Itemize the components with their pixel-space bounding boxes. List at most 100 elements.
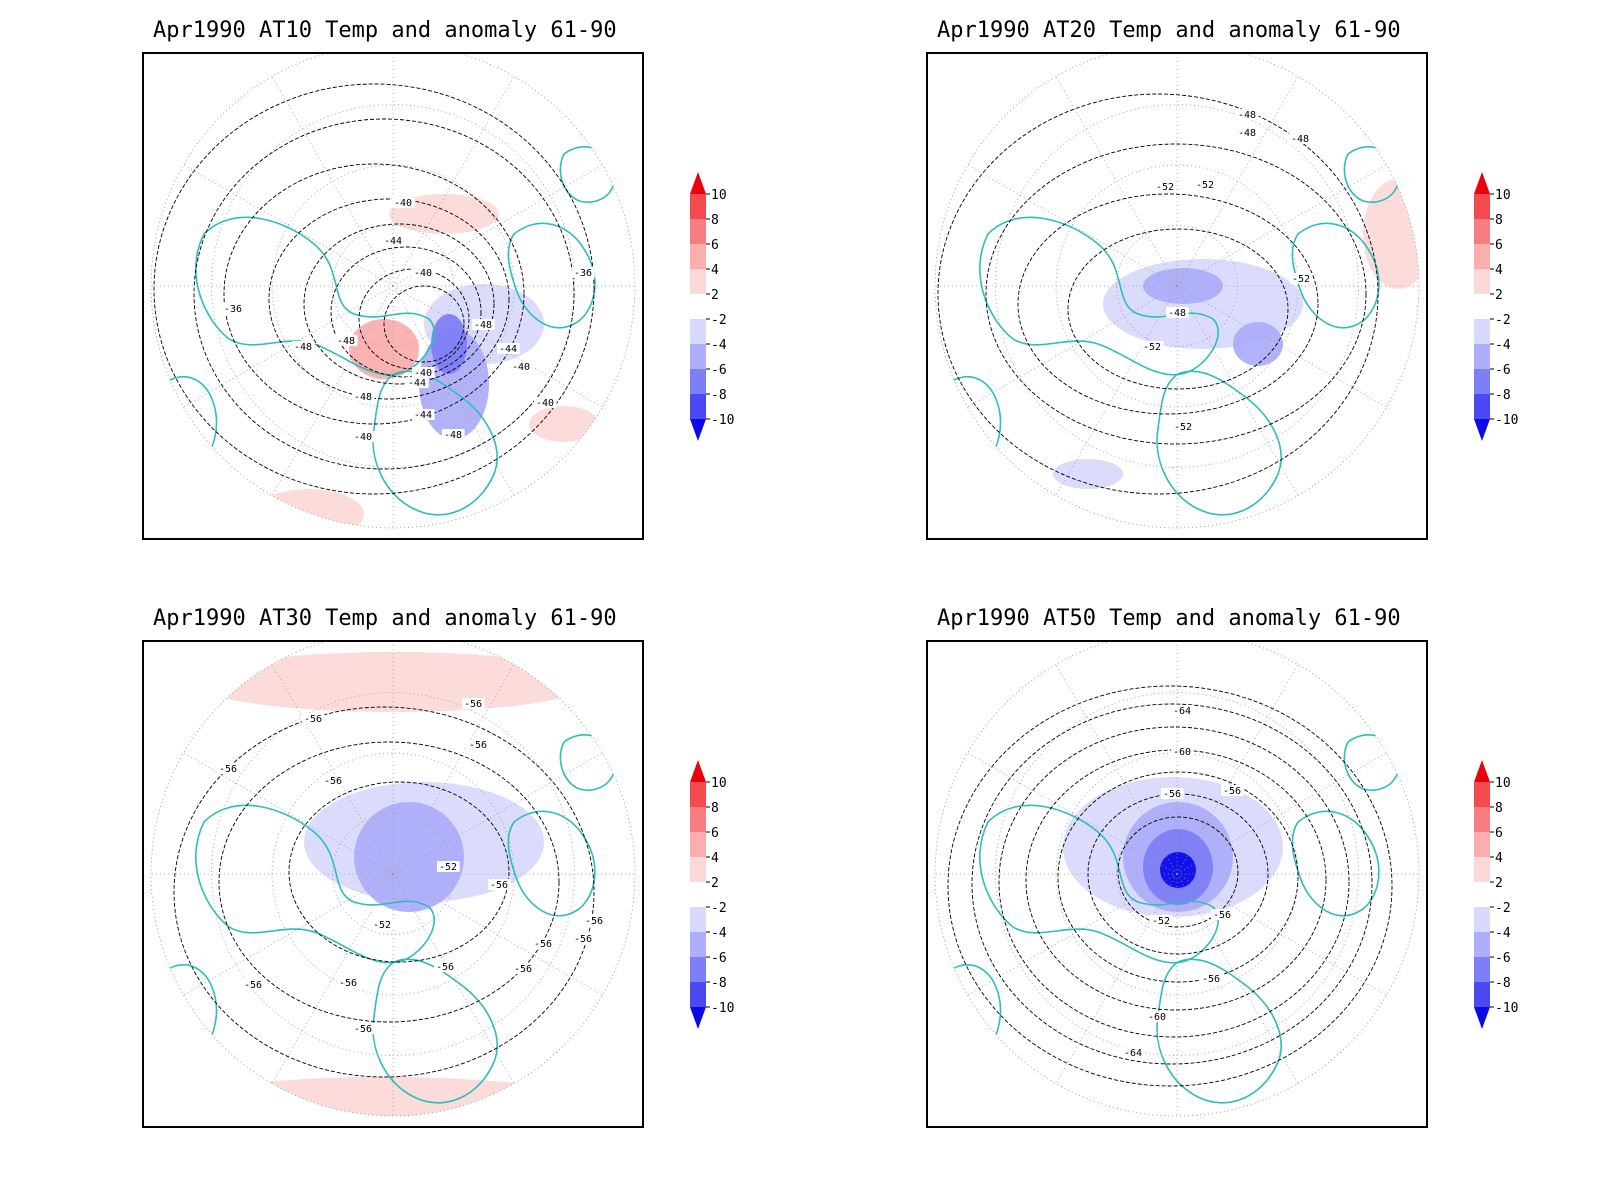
- meridian-line: [967, 752, 1178, 875]
- colorbar-segment: [1474, 344, 1490, 369]
- contour-label-bg: [302, 713, 325, 724]
- contour-label-bg: [1289, 133, 1312, 144]
- contour-label: -60: [1148, 1012, 1166, 1023]
- colorbar-segment: [1474, 932, 1490, 957]
- meridian-line: [1055, 76, 1178, 287]
- colorbar-segment: [1474, 269, 1490, 294]
- colorbar-tick-label: 6: [1495, 238, 1503, 253]
- contour-label: -48: [337, 336, 355, 347]
- contour-label-bg: [412, 267, 435, 278]
- colorbar-segment: [690, 194, 706, 219]
- contour-label-bg: [462, 698, 485, 709]
- meridian-line: [271, 664, 394, 875]
- contour-label-bg: [392, 197, 415, 208]
- contour-label: -48: [294, 342, 312, 353]
- coastline: [559, 145, 616, 203]
- contour-label-bg: [1290, 273, 1313, 284]
- colorbar-segment: [690, 369, 706, 394]
- contour-label-bg: [1236, 109, 1259, 120]
- contour-label: -48: [1168, 308, 1186, 319]
- colorbar-tick-label: 2: [711, 288, 719, 303]
- colorbar-tick-label: -6: [1495, 951, 1511, 966]
- meridian-line: [392, 752, 603, 875]
- temperature-contour: [303, 223, 495, 385]
- colorbar-tick-label: 4: [1495, 263, 1503, 278]
- meridian-line: [1055, 285, 1178, 496]
- temperature-contour: [1117, 816, 1239, 928]
- contour-label-bg: [222, 303, 245, 314]
- temperature-contour: [947, 685, 1393, 1087]
- colorbar-segment: [690, 857, 706, 882]
- contour-label: -56: [1163, 789, 1181, 800]
- colorbar-segment: [1474, 219, 1490, 244]
- map-content: -48 -48 -48 -52 -52 -52 -48 -52 -52: [935, 54, 1419, 528]
- colorbar-tick-label: -10: [711, 413, 734, 428]
- temperature-contour: [288, 781, 510, 963]
- latitude-circle: [211, 692, 575, 1056]
- contour-label-bg: [352, 431, 375, 442]
- contour-label-bg: [583, 915, 606, 926]
- colorbar-segment: [690, 394, 706, 419]
- meridian-line: [967, 873, 1178, 996]
- polar-map: -64 -60 -56 -56 -52 -56 -56 -60 -64: [926, 640, 1428, 1128]
- contour-label: -40: [414, 268, 432, 279]
- colorbar-segment: [1474, 857, 1490, 882]
- contour-label: -56: [219, 764, 237, 775]
- anomaly-shading: [1233, 322, 1283, 366]
- coastline: [372, 958, 498, 1104]
- meridian-line: [1176, 164, 1387, 287]
- latitude-circle: [995, 692, 1359, 1056]
- colorbar-arrow-top: [1474, 760, 1490, 782]
- meridian-line: [183, 285, 394, 408]
- map-content: -56 -56 -56 -56 -56 -52 -56 -52 -56 -56 -56 -56 -56 -…: [151, 642, 635, 1116]
- coastline: [1343, 733, 1400, 791]
- temperature-contour: [383, 285, 465, 363]
- contour-label-bg: [1150, 915, 1173, 926]
- meridian-line: [271, 76, 394, 287]
- colorbar-arrow-bottom: [690, 419, 706, 441]
- colorbar-tick-label: 2: [1495, 288, 1503, 303]
- temperature-contour: [268, 198, 510, 400]
- colorbar-tick-label: 8: [1495, 801, 1503, 816]
- colorbar-tick-label: 8: [711, 801, 719, 816]
- meridian-line: [271, 873, 394, 1084]
- temperature-contour: [153, 83, 595, 495]
- contour-label-bg: [352, 1023, 375, 1034]
- temperature-contour: [937, 93, 1379, 495]
- contour-label-bg: [1166, 307, 1189, 318]
- anomaly-shading: [254, 489, 364, 528]
- contour-label: -64: [1173, 706, 1191, 717]
- temperature-contour: [193, 118, 575, 470]
- colorbar-tick-label: -6: [711, 951, 727, 966]
- colorbar-arrow-top: [690, 172, 706, 194]
- colorbar-tick-label: -8: [711, 976, 727, 991]
- polar-stereographic-map: -56 -56 -56 -56 -56 -52 -56 -52 -56 -56 -56 -56 -56 -…: [150, 642, 636, 1117]
- contour-label-bg: [1122, 1047, 1145, 1058]
- contour-label-bg: [434, 961, 457, 972]
- contour-label: -48: [1291, 134, 1309, 145]
- contour-label-bg: [467, 739, 490, 750]
- contour-label-bg: [352, 391, 375, 402]
- colorbar-tick-label: 4: [711, 851, 719, 866]
- contour-label-bg: [337, 977, 360, 988]
- contour-label-bg: [1171, 746, 1194, 757]
- anomaly-shading: [1053, 459, 1123, 489]
- colorbar-tick-label: 8: [1495, 213, 1503, 228]
- meridian-line: [1176, 664, 1299, 875]
- contour-label-bg: [1171, 705, 1194, 716]
- meridian-line: [183, 164, 394, 287]
- colorbar-arrow-top: [1474, 172, 1490, 194]
- colorbar-segment: [690, 294, 706, 319]
- map-boundary: [150, 54, 636, 529]
- meridian-line: [183, 752, 394, 875]
- contour-label-bg: [497, 343, 520, 354]
- contour-label: -56: [339, 978, 357, 989]
- contour-label: -40: [394, 198, 412, 209]
- contour-label: -52: [1292, 274, 1310, 285]
- coastline: [1156, 370, 1282, 516]
- colorbar-tick-label: 8: [711, 213, 719, 228]
- colorbar-tick-label: -4: [711, 926, 727, 941]
- contour-label-bg: [371, 919, 394, 930]
- coastline: [195, 804, 435, 964]
- coastline: [979, 216, 1219, 376]
